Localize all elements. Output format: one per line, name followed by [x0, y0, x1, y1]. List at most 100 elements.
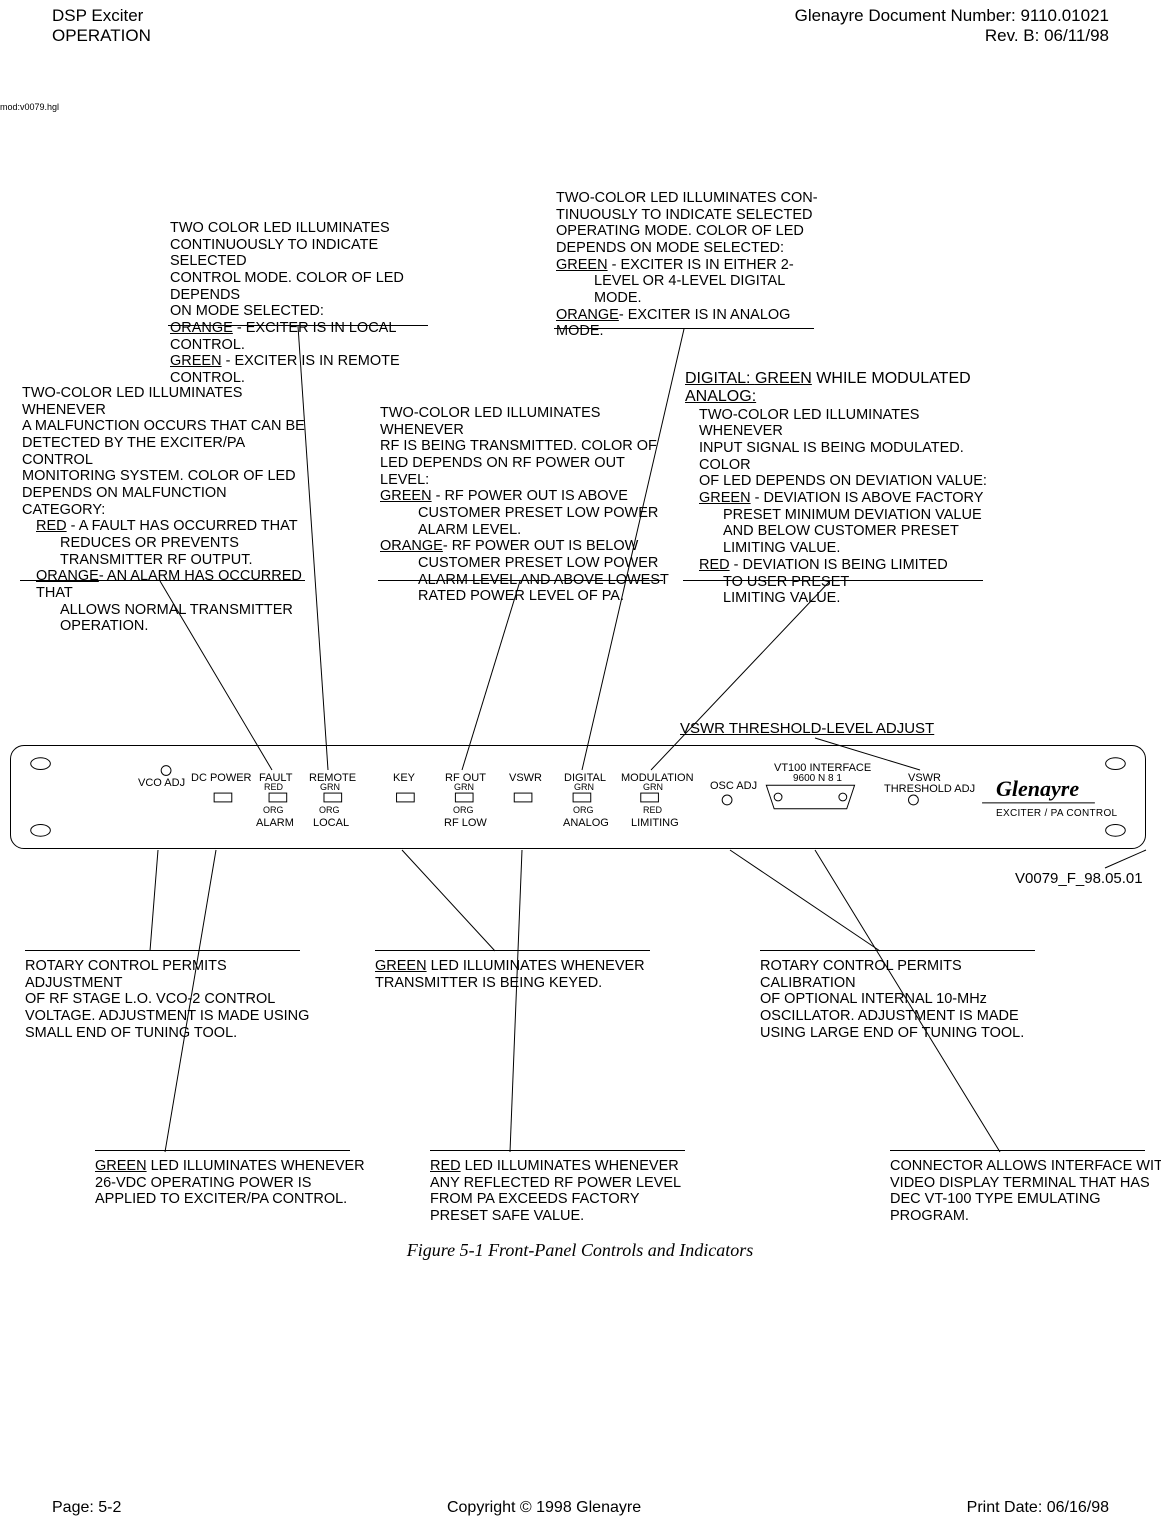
text: ROTARY CONTROL PERMITS ADJUSTMENT — [25, 958, 227, 991]
text: ORANGE — [556, 307, 619, 323]
front-panel: VCO ADJ DC POWER FAULT RED ORG ALARM REM… — [10, 745, 1146, 849]
text: TWO-COLOR LED ILLUMINATES WHENEVER — [380, 405, 600, 438]
panel-label-digital-org: ORG — [573, 806, 594, 815]
product-name: DSP Exciter — [52, 6, 151, 26]
text: LED DEPENDS ON RF POWER OUT LEVEL: — [380, 455, 625, 488]
panel-label-mod-red: RED — [643, 806, 662, 815]
callout-rule — [683, 580, 983, 581]
panel-label-vt100-sub: 9600 N 8 1 — [793, 774, 842, 785]
callout-rf-out: TWO-COLOR LED ILLUMINATES WHENEVER RF IS… — [380, 405, 670, 605]
callout-rule — [378, 580, 663, 581]
text: ALARM LEVEL. — [380, 522, 670, 539]
text: TRANSMITTER IS BEING KEYED. — [375, 975, 602, 991]
text: AND BELOW CUSTOMER PRESET — [685, 523, 1005, 540]
brand-logo: Glenayre — [996, 776, 1079, 802]
text: GREEN — [556, 257, 608, 273]
text: TINUOUSLY TO INDICATE SELECTED — [556, 207, 813, 223]
text: TO USER PRESET — [685, 574, 1005, 591]
panel-label-rfout-grn: GRN — [454, 783, 474, 792]
text: MONITORING SYSTEM. COLOR OF LED — [22, 468, 296, 484]
callout-rule — [760, 950, 1035, 951]
callout-vswr-led: RED LED ILLUMINATES WHENEVER ANY REFLECT… — [430, 1158, 720, 1225]
callout-osc-adjust: ROTARY CONTROL PERMITS CALIBRATION OF OP… — [760, 958, 1050, 1041]
text: ANY REFLECTED RF POWER LEVEL — [430, 1175, 681, 1191]
text: - A FAULT HAS OCCURRED THAT — [67, 518, 298, 534]
panel-label-rflow: RF LOW — [444, 818, 487, 830]
text: OPERATING MODE. COLOR OF LED — [556, 223, 804, 239]
panel-label-mod-grn: GRN — [643, 783, 663, 792]
text: CUSTOMER PRESET LOW POWER — [380, 555, 670, 572]
text: GREEN — [375, 958, 427, 974]
callout-rule — [20, 580, 305, 581]
callout-modulation: DIGITAL: GREEN WHILE MODULATED ANALOG: T… — [685, 370, 1005, 607]
panel-label-key: KEY — [393, 773, 415, 785]
brand-subtitle: EXCITER / PA CONTROL — [996, 808, 1117, 819]
callout-key: GREEN LED ILLUMINATES WHENEVER TRANSMITT… — [375, 958, 665, 991]
callout-vco-adjust: ROTARY CONTROL PERMITS ADJUSTMENT OF RF … — [25, 958, 315, 1041]
text: LEVEL OR 4-LEVEL DIGITAL — [556, 273, 836, 290]
text: LIMITING VALUE. — [685, 590, 1005, 607]
header-left: DSP Exciter OPERATION — [52, 6, 151, 46]
text: ROTARY CONTROL PERMITS CALIBRATION — [760, 958, 962, 991]
panel-label-remote-grn: GRN — [320, 783, 340, 792]
text: MODE. — [556, 290, 836, 307]
doc-number: Glenayre Document Number: 9110.01021 — [795, 6, 1109, 26]
text: OF LED DEPENDS ON DEVIATION VALUE: — [685, 473, 1005, 490]
header-right: Glenayre Document Number: 9110.01021 Rev… — [795, 6, 1109, 46]
callout-rule — [430, 1150, 685, 1151]
text: INPUT SIGNAL IS BEING MODULATED. COLOR — [685, 440, 1005, 473]
text: PRESET SAFE VALUE. — [430, 1208, 584, 1224]
page-number: Page: 5-2 — [52, 1499, 121, 1517]
text: ON MODE SELECTED: — [170, 303, 324, 319]
page-header: DSP Exciter OPERATION Glenayre Document … — [0, 0, 1161, 46]
text: - RF POWER OUT IS BELOW — [443, 538, 639, 554]
text: ORANGE — [36, 568, 99, 584]
page-footer: Page: 5-2 Copyright © 1998 Glenayre Prin… — [52, 1499, 1109, 1517]
text: - DEVIATION IS ABOVE FACTORY — [751, 490, 984, 506]
text: DIGITAL: — [685, 370, 755, 387]
text: RATED POWER LEVEL OF PA. — [380, 588, 670, 605]
callout-rule — [95, 1150, 350, 1151]
callout-rule — [554, 328, 814, 329]
callout-rule — [168, 325, 428, 326]
text: LED ILLUMINATES WHENEVER — [147, 1158, 365, 1174]
text: RED — [430, 1158, 461, 1174]
text: OF RF STAGE L.O. VCO-2 CONTROL — [25, 991, 275, 1007]
text: VIDEO DISPLAY TERMINAL THAT HAS — [890, 1175, 1150, 1191]
text: FROM PA EXCEEDS FACTORY — [430, 1191, 640, 1207]
text: LED ILLUMINATES WHENEVER — [461, 1158, 679, 1174]
panel-label-vco-adj: VCO ADJ — [138, 778, 185, 790]
callout-fault-alarm: TWO-COLOR LED ILLUMINATES WHENEVER A MAL… — [22, 385, 312, 635]
panel-label-rfout-org: ORG — [453, 806, 474, 815]
text: DETECTED BY THE EXCITER/PA CONTROL — [22, 435, 244, 468]
text: APPLIED TO EXCITER/PA CONTROL. — [95, 1191, 347, 1207]
text: SMALL END OF TUNING TOOL. — [25, 1025, 237, 1041]
text: GREEN — [699, 490, 751, 506]
callout-rule — [890, 1150, 1145, 1151]
panel-label-vswr: VSWR — [509, 773, 542, 785]
text: DEC VT-100 TYPE EMULATING PROGRAM. — [890, 1191, 1101, 1224]
copyright: Copyright © 1998 Glenayre — [447, 1499, 641, 1517]
panel-label-dc-power: DC POWER — [191, 773, 252, 785]
text: CONTROL MODE. COLOR OF LED DEPENDS — [170, 270, 404, 303]
callout-vt100: CONNECTOR ALLOWS INTERFACE WITH VIDEO DI… — [890, 1158, 1161, 1225]
text: ANALOG: — [685, 388, 756, 405]
callout-operating-mode: TWO-COLOR LED ILLUMINATES CON- TINUOUSLY… — [556, 190, 836, 340]
text: CONTINUOUSLY TO INDICATE SELECTED — [170, 237, 378, 270]
diagram-area: TWO COLOR LED ILLUMINATES CONTINUOUSLY T… — [10, 190, 1150, 1270]
text: ALLOWS NORMAL TRANSMITTER — [22, 602, 312, 619]
text: CONNECTOR ALLOWS INTERFACE WITH — [890, 1158, 1161, 1174]
text: OF OPTIONAL INTERNAL 10-MHz — [760, 991, 987, 1007]
panel-label-local: LOCAL — [313, 818, 349, 830]
panel-label-vswr-thr2: THRESHOLD ADJ — [884, 784, 975, 796]
text: OSCILLATOR. ADJUSTMENT IS MADE — [760, 1008, 1019, 1024]
text: RED — [36, 518, 67, 534]
text: RED — [699, 557, 730, 573]
text: TWO-COLOR LED ILLUMINATES WHENEVER — [685, 407, 1005, 440]
panel-graphics — [11, 746, 1145, 848]
text: - DEVIATION IS BEING LIMITED — [730, 557, 948, 573]
callout-dc-power: GREEN LED ILLUMINATES WHENEVER 26-VDC OP… — [95, 1158, 385, 1208]
text: LIMITING VALUE. — [685, 540, 1005, 557]
text: - RF POWER OUT IS ABOVE — [432, 488, 628, 504]
panel-label-digital-grn: GRN — [574, 783, 594, 792]
